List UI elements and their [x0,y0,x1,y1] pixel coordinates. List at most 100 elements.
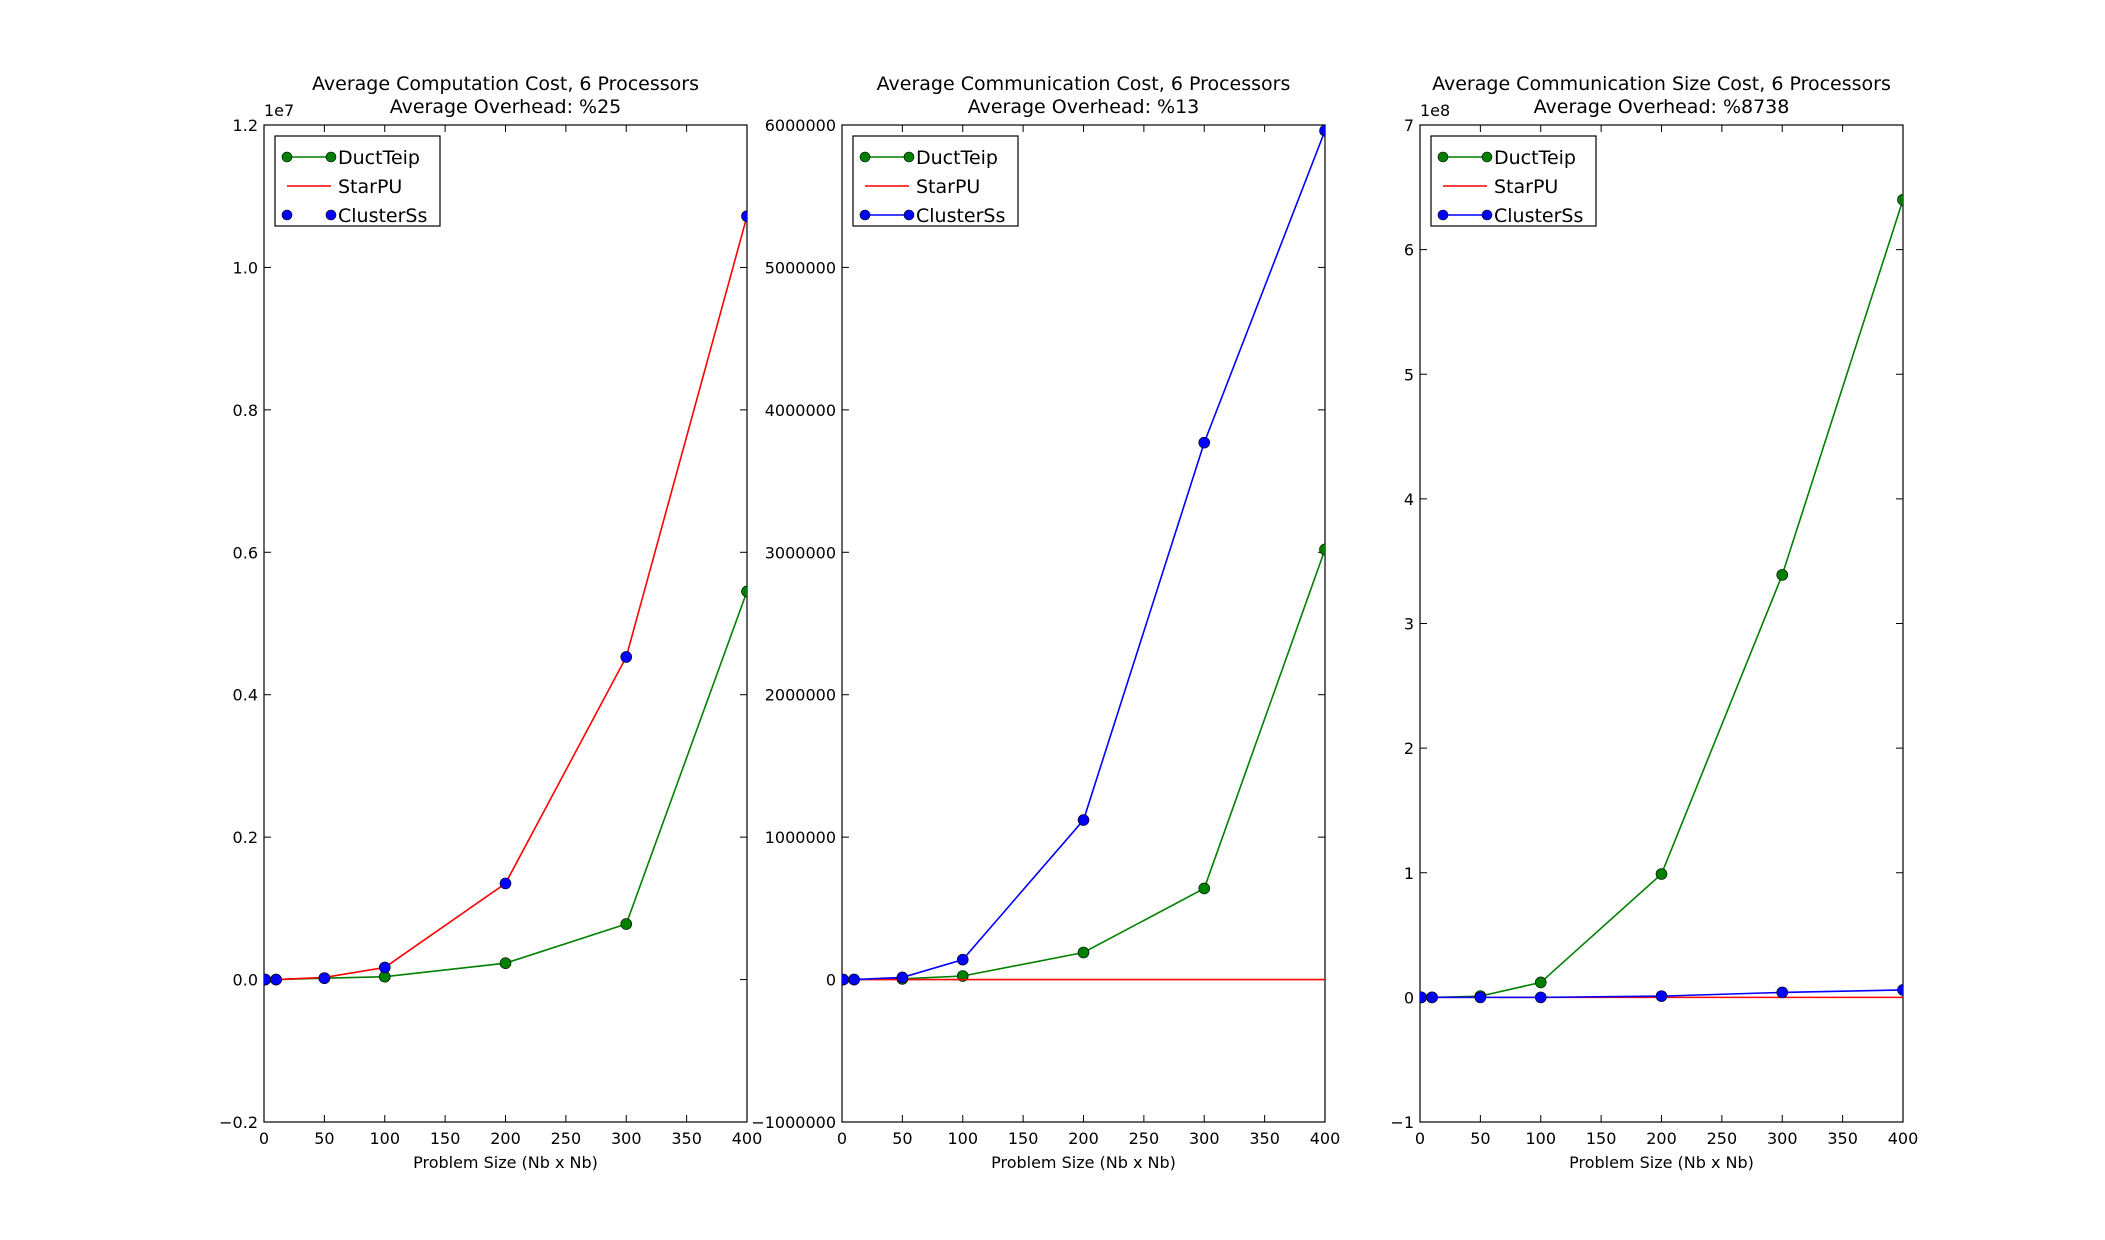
legend-marker [859,209,871,221]
data-point [620,651,633,663]
x-tick-label: 400 [1310,1129,1341,1148]
y-tick-label: 1.2 [233,116,258,135]
x-tick-label: 0 [837,1129,847,1148]
legend-marker [1437,209,1449,221]
data-point [1319,125,1325,137]
y-tick-label: 0.0 [233,971,258,990]
y-axis-multiplier: 1e7 [264,101,294,120]
data-point [1198,436,1211,449]
chart-title: Average Communication Cost, 6 Processors [877,73,1291,95]
data-point [1077,946,1090,959]
chart-3: Average Communication Size Cost, 6 Proce… [1390,73,1918,1172]
legend-label: DuctTeip [338,147,420,169]
y-tick-label: 2000000 [765,686,836,705]
x-tick-label: 300 [611,1129,642,1148]
data-point [1077,814,1090,826]
legend: DuctTeip StarPU ClusterSs [1430,135,1597,227]
chart-title: Average Communication Size Cost, 6 Proce… [1432,73,1891,95]
series-clusterss [842,125,1325,986]
data-point [1897,193,1903,206]
legend: DuctTeip StarPU ClusterSs [274,135,441,227]
chart-1: Average Computation Cost, 6 ProcessorsAv… [219,73,762,1172]
legend-marker [281,151,293,163]
plot-area [264,210,747,986]
data-point [499,957,512,969]
legend-marker [859,151,871,163]
data-point [956,970,969,982]
data-point [1534,976,1547,989]
data-point [318,972,331,984]
x-tick-label: 50 [1470,1129,1490,1148]
x-tick-label: 300 [1767,1129,1798,1148]
legend-box [1430,135,1597,227]
plot-area [1420,193,1903,1004]
legend-marker [325,209,337,221]
x-tick-label: 150 [1586,1129,1617,1148]
legend-marker [1481,151,1493,163]
legend-label: StarPU [916,176,980,198]
y-tick-label: 0.2 [233,828,258,847]
legend-marker [325,151,337,163]
x-tick-label: 200 [490,1129,521,1148]
chart-2: Average Communication Cost, 6 Processors… [751,73,1340,1172]
x-tick-label: 350 [1827,1129,1858,1148]
data-point [1319,543,1325,556]
data-point [378,961,391,974]
y-tick-label: −1 [1390,1113,1414,1132]
data-point [1474,991,1487,1004]
legend-marker [903,151,915,163]
x-tick-label: 400 [732,1129,763,1148]
legend-label: StarPU [1494,176,1558,198]
chart-title: Average Computation Cost, 6 Processors [312,73,699,95]
x-tick-label: 200 [1646,1129,1677,1148]
x-tick-label: 100 [1525,1129,1556,1148]
legend-marker [903,209,915,221]
x-tick-label: 200 [1068,1129,1099,1148]
data-point [1198,882,1211,895]
legend-label: DuctTeip [1494,147,1576,169]
legend-marker [281,209,293,221]
y-tick-label: 7 [1404,116,1414,135]
x-axis-label: Problem Size (Nb x Nb) [991,1153,1176,1172]
y-tick-label: −1000000 [751,1113,836,1132]
y-tick-label: 5000000 [765,258,836,277]
y-tick-label: 5 [1404,365,1414,384]
data-point [956,953,969,966]
x-axis-label: Problem Size (Nb x Nb) [1569,1153,1754,1172]
x-tick-label: 250 [1707,1129,1738,1148]
y-tick-label: −0.2 [219,1113,258,1132]
x-tick-label: 100 [369,1129,400,1148]
x-tick-label: 400 [1888,1129,1919,1148]
data-point [1776,986,1789,999]
data-point [1655,868,1668,880]
y-tick-label: 1000000 [765,828,836,847]
x-tick-label: 300 [1189,1129,1220,1148]
series-clusterss [1420,984,1903,1004]
x-tick-label: 0 [1415,1129,1425,1148]
x-tick-label: 250 [1129,1129,1160,1148]
legend-label: ClusterSs [338,205,427,227]
y-tick-label: 0 [826,971,836,990]
y-tick-label: 6000000 [765,116,836,135]
data-point [848,973,860,986]
plot-area [842,125,1325,986]
x-tick-label: 100 [947,1129,978,1148]
data-point [741,585,747,598]
data-point [1426,991,1438,1004]
charts-layer: Average Computation Cost, 6 ProcessorsAv… [219,73,1918,1172]
data-point [620,918,633,930]
y-axis-multiplier: 1e8 [1420,101,1450,120]
y-tick-label: 0 [1404,988,1414,1007]
y-tick-label: 1 [1404,864,1414,883]
data-point [1655,990,1668,1002]
legend-box [274,135,441,227]
series-clusterss [264,210,747,986]
y-tick-label: 4000000 [765,401,836,420]
legend-marker [1481,209,1493,221]
chart-subtitle: Average Overhead: %25 [390,96,622,118]
chart-subtitle: Average Overhead: %13 [968,96,1200,118]
x-tick-label: 350 [671,1129,702,1148]
x-tick-label: 150 [1008,1129,1039,1148]
data-point [1534,991,1547,1004]
